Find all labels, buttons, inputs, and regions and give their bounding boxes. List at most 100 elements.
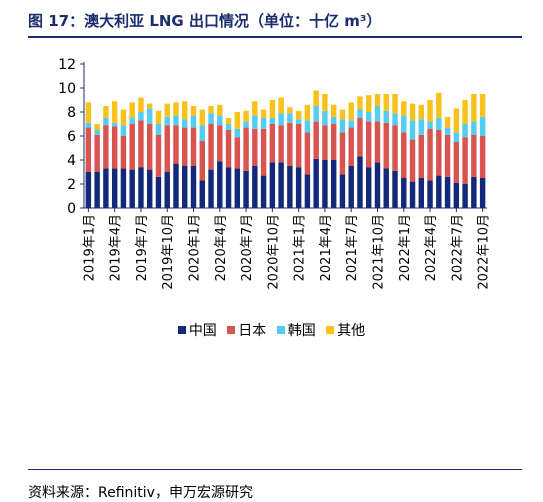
bar-japan-2020-11 xyxy=(278,125,284,163)
bar-other-2022-05 xyxy=(436,92,442,118)
bar-china-2020-10 xyxy=(269,162,276,208)
x-tick-label-4: 2020年1月 xyxy=(188,214,203,281)
bar-other-2020-03 xyxy=(208,106,214,114)
bar-china-2021-01 xyxy=(295,167,302,208)
bar-korea-2022-09 xyxy=(471,121,477,135)
bar-korea-2021-04 xyxy=(322,110,328,126)
bar-other-2022-10 xyxy=(479,94,486,117)
y-tick-label-4: 4 xyxy=(67,153,76,169)
bar-china-2020-12 xyxy=(287,166,293,208)
legend-item-korea: 韩国 xyxy=(276,320,316,340)
bar-korea-2021-09 xyxy=(366,112,372,122)
bar-china-2020-11 xyxy=(278,162,284,208)
bar-other-2021-05 xyxy=(330,104,337,117)
bar-china-2022-09 xyxy=(471,176,477,208)
bar-japan-2019-04 xyxy=(111,126,118,169)
bar-china-2020-07 xyxy=(243,170,249,208)
bar-korea-2021-06 xyxy=(339,119,346,133)
bar-other-2020-04 xyxy=(217,104,223,116)
bar-japan-2019-05 xyxy=(120,136,127,169)
bar-china-2019-01 xyxy=(85,172,92,208)
bar-china-2021-04 xyxy=(322,160,328,208)
bar-other-2020-12 xyxy=(287,107,293,114)
bar-japan-2019-09 xyxy=(155,134,162,177)
bar-china-2019-03 xyxy=(103,168,109,208)
bar-china-2020-08 xyxy=(252,166,258,208)
bar-korea-2020-09 xyxy=(260,118,267,129)
bar-japan-2022-08 xyxy=(462,137,468,184)
chart-legend: 中国 日本 韩国 其他 xyxy=(0,320,543,340)
bar-china-2020-01 xyxy=(190,166,197,208)
bar-japan-2021-02 xyxy=(304,132,311,175)
x-tick-label-8: 2021年1月 xyxy=(293,214,308,281)
stacked-bar-chart: 0 2 4 6 8 10 12 2019年1月 2019年4月 2019年7月 2019年10月 20… xyxy=(58,57,491,290)
bar-korea-2020-04 xyxy=(217,115,223,126)
bar-japan-2019-02 xyxy=(94,134,100,172)
title-rule xyxy=(28,36,522,38)
bar-japan-2021-05 xyxy=(330,124,337,160)
bar-china-2020-02 xyxy=(199,180,205,208)
legend-swatch-korea xyxy=(276,326,285,334)
bar-other-2019-09 xyxy=(155,110,162,124)
x-tick-label-10: 2021年7月 xyxy=(345,214,360,281)
bar-other-2021-06 xyxy=(339,109,346,120)
bar-japan-2021-12 xyxy=(392,125,398,171)
x-tick-label-14: 2022年7月 xyxy=(450,214,465,281)
bar-other-2019-05 xyxy=(120,109,127,126)
bar-korea-2020-08 xyxy=(252,115,258,129)
x-tick-label-13: 2022年4月 xyxy=(424,214,439,281)
bar-japan-2020-03 xyxy=(208,124,214,170)
bar-japan-2020-10 xyxy=(269,124,276,163)
bar-korea-2021-07 xyxy=(348,120,354,128)
bar-other-2022-08 xyxy=(462,100,468,124)
legend-label-other: 其他 xyxy=(337,323,366,339)
bar-china-2019-05 xyxy=(120,168,127,208)
bar-korea-2020-06 xyxy=(234,128,241,138)
legend-item-china: 中国 xyxy=(177,320,217,340)
y-tick-label-12: 12 xyxy=(58,57,76,73)
bar-other-2021-07 xyxy=(348,102,354,121)
bar-other-2020-02 xyxy=(199,109,205,126)
bar-korea-2020-01 xyxy=(190,115,197,128)
bar-other-2020-08 xyxy=(252,101,258,116)
bar-japan-2021-09 xyxy=(366,121,372,168)
bar-other-2022-06 xyxy=(444,116,451,128)
x-tick-label-3: 2019年10月 xyxy=(161,214,176,290)
bar-korea-2019-08 xyxy=(146,108,153,124)
bar-korea-2021-11 xyxy=(383,110,389,123)
bar-korea-2019-06 xyxy=(129,118,135,124)
bar-japan-2019-03 xyxy=(103,125,109,169)
bar-china-2021-12 xyxy=(392,170,398,208)
bar-other-2020-09 xyxy=(260,109,267,118)
legend-item-japan: 日本 xyxy=(227,320,266,340)
bar-japan-2022-06 xyxy=(444,134,451,177)
bar-korea-2020-05 xyxy=(225,124,232,130)
bar-china-2019-11 xyxy=(173,163,179,208)
x-tick-label-9: 2021年4月 xyxy=(319,214,334,281)
legend-label-japan: 日本 xyxy=(238,323,267,339)
bar-japan-2021-10 xyxy=(374,121,381,163)
bar-china-2022-05 xyxy=(436,175,442,208)
bar-other-2020-10 xyxy=(269,100,276,118)
bar-korea-2021-12 xyxy=(392,113,398,126)
bar-other-2022-04 xyxy=(427,100,433,122)
bar-korea-2021-02 xyxy=(304,120,311,133)
bar-korea-2021-10 xyxy=(374,106,381,122)
bar-japan-2019-12 xyxy=(182,127,188,166)
bar-china-2019-08 xyxy=(146,169,153,208)
bar-other-2022-03 xyxy=(418,104,425,120)
bar-korea-2019-02 xyxy=(94,130,100,135)
bar-korea-2019-04 xyxy=(111,122,118,127)
bar-japan-2021-04 xyxy=(322,125,328,160)
bar-china-2022-07 xyxy=(453,182,460,208)
bar-korea-2022-10 xyxy=(479,116,486,136)
x-tick-label-0: 2019年1月 xyxy=(82,214,97,281)
y-tick-label-10: 10 xyxy=(58,81,76,97)
bar-korea-2020-11 xyxy=(278,113,284,126)
bar-other-2020-07 xyxy=(243,110,249,122)
bar-korea-2019-11 xyxy=(173,115,179,126)
bar-china-2019-12 xyxy=(182,166,188,208)
bar-other-2019-10 xyxy=(164,103,170,117)
bar-japan-2019-08 xyxy=(146,124,153,170)
legend-item-other: 其他 xyxy=(326,320,365,340)
